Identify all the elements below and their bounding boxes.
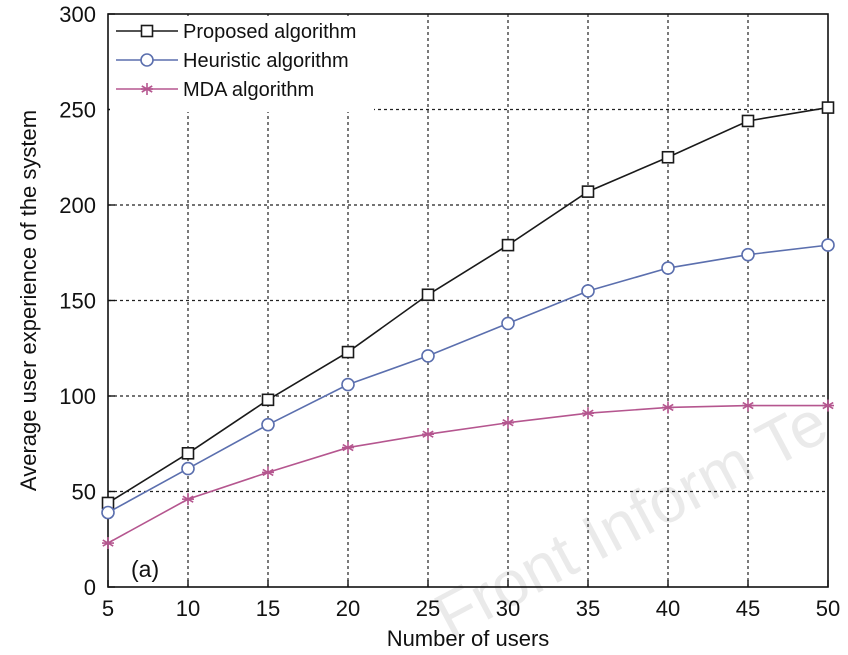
series-line — [107, 404, 828, 544]
data-point — [181, 446, 195, 460]
y-tick-label: 300 — [59, 2, 96, 27]
legend-label: Proposed algorithm — [183, 21, 356, 43]
data-point — [341, 377, 355, 392]
x-tick-label: 50 — [816, 596, 840, 621]
x-tick-label: 5 — [102, 596, 114, 621]
legend-entry: MDA algorithm — [116, 79, 314, 101]
series-line — [107, 244, 829, 514]
x-tick-label: 40 — [656, 596, 680, 621]
data-point — [421, 288, 435, 302]
series-2 — [101, 238, 835, 520]
data-point — [262, 466, 274, 479]
data-point — [581, 284, 595, 298]
y-tick-label: 50 — [72, 480, 96, 505]
data-point — [421, 349, 435, 363]
data-point — [102, 537, 114, 550]
y-tick-label: 0 — [84, 575, 96, 600]
legend-marker — [140, 24, 154, 38]
data-point — [501, 316, 515, 331]
data-point — [581, 185, 595, 198]
data-point — [742, 399, 754, 412]
legend-entry: Proposed algorithm — [116, 21, 356, 43]
series-line — [107, 106, 829, 504]
x-tick-label: 10 — [176, 596, 200, 621]
y-tick-label: 200 — [59, 193, 96, 218]
x-tick-label: 20 — [336, 596, 360, 621]
panel-label: (a) — [131, 556, 159, 582]
data-point — [261, 393, 275, 407]
x-tick-label: 15 — [256, 596, 280, 621]
data-point — [821, 238, 835, 252]
x-tick-label: 25 — [416, 596, 440, 621]
data-point — [741, 247, 755, 262]
legend-background — [110, 16, 374, 112]
data-point — [502, 416, 514, 429]
y-tick-label: 100 — [59, 384, 96, 409]
data-point — [342, 441, 354, 454]
legend-label: Heuristic algorithm — [183, 50, 349, 72]
data-point — [101, 505, 115, 520]
data-point — [662, 401, 674, 414]
grid-lines — [108, 14, 828, 587]
series-layer — [101, 101, 835, 550]
x-tick-label: 30 — [496, 596, 520, 621]
data-point — [182, 493, 194, 506]
data-point — [741, 114, 755, 128]
y-axis-label: Average user experience of the system — [16, 110, 41, 491]
legend-marker — [141, 83, 153, 95]
y-tick-label: 250 — [59, 98, 96, 123]
data-point — [341, 345, 355, 359]
y-tick-label: 150 — [59, 289, 96, 314]
legend: Proposed algorithm Heuristic algorithm MDA… — [110, 16, 374, 112]
data-point — [582, 407, 594, 420]
data-point — [501, 238, 515, 252]
legend-entry: Heuristic algorithm — [116, 50, 349, 72]
data-point — [422, 428, 434, 441]
axis-ticks: 5 10 15 20 25 30 35 40 45 50 0 50 100 150 200 250 300 — [59, 2, 840, 621]
x-tick-label: 35 — [576, 596, 600, 621]
x-tick-label: 45 — [736, 596, 760, 621]
data-point — [181, 461, 195, 476]
data-point — [821, 101, 835, 114]
legend-label: MDA algorithm — [183, 79, 314, 101]
data-point — [261, 417, 275, 432]
series-1 — [101, 101, 835, 510]
legend-marker — [140, 53, 154, 67]
series-3 — [102, 399, 834, 550]
data-point — [661, 261, 675, 275]
x-axis-label: Number of users — [387, 626, 550, 651]
data-point — [661, 150, 675, 164]
data-point — [822, 399, 834, 412]
